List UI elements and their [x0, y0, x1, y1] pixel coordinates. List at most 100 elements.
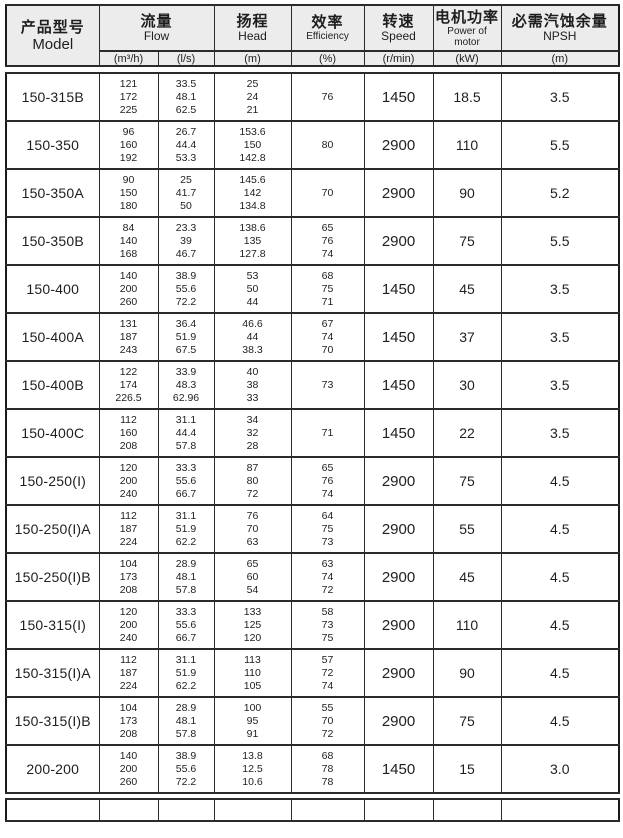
table-body: 150-315B 121 172 225 33.5 48.1 62.5 25 24 21 76 145… [5, 72, 620, 794]
model-cell: 150-250(I)A [5, 504, 100, 554]
speed-cell: 1450 [363, 360, 434, 410]
pump-spec-table-body: 150-315B 121 172 225 33.5 48.1 62.5 25 24 21 76 145… [5, 72, 620, 794]
table-row: 150-250(I)A 112 187 224 31.1 51.9 62.2 76 70 63 64… [5, 504, 620, 554]
head-cell: 76 70 63 [213, 504, 292, 554]
col-header-model-en: Model [32, 35, 74, 53]
power-cell: 22 [432, 408, 502, 458]
flow-m3h-cell: 120 200 240 [98, 600, 159, 650]
table-row: 150-400A 131 187 243 36.4 51.9 67.5 46.6 44 38.3 6… [5, 312, 620, 362]
power-cell: 30 [432, 360, 502, 410]
pump-spec-sheet: 产品型号 Model 流量 Flow 扬程 Head 效率 Efficiency… [0, 4, 623, 838]
efficiency-cell: 63 74 72 [290, 552, 365, 602]
efficiency-cell: 65 76 74 [290, 216, 365, 266]
efficiency-cell: 70 [290, 168, 365, 218]
col-header-npsh: 必需汽蚀余量 NPSH [500, 4, 620, 52]
efficiency-cell: 80 [290, 120, 365, 170]
power-cell: 37 [432, 312, 502, 362]
flow-ls-cell: 26.7 44.4 53.3 [157, 120, 215, 170]
col-header-power: 电机功率 Power of motor [432, 4, 502, 52]
col-header-flow: 流量 Flow [98, 4, 215, 52]
table-row: 150-350A 90 150 180 25 41.7 50 145.6 142 134.8 70 2… [5, 168, 620, 218]
npsh-cell: 3.5 [500, 360, 620, 410]
power-cell: 75 [432, 456, 502, 506]
efficiency-cell: 68 78 78 [290, 744, 365, 794]
speed-cell: 2900 [363, 120, 434, 170]
table-row-partial [5, 798, 620, 822]
efficiency-cell: 76 [290, 72, 365, 122]
head-cell: 145.6 142 134.8 [213, 168, 292, 218]
pump-spec-table-continuation [5, 798, 620, 822]
speed-cell: 1450 [363, 264, 434, 314]
head-cell: 13.8 12.5 10.6 [213, 744, 292, 794]
flow-m3h-cell: 84 140 168 [98, 216, 159, 266]
power-cell: 15 [432, 744, 502, 794]
flow-ls-cell: 28.9 48.1 57.8 [157, 696, 215, 746]
flow-ls-cell: 33.3 55.6 66.7 [157, 456, 215, 506]
model-cell: 150-350 [5, 120, 100, 170]
model-cell: 150-315(I)A [5, 648, 100, 698]
unit-efficiency: (%) [290, 50, 365, 67]
flow-ls-cell: 28.9 48.1 57.8 [157, 552, 215, 602]
flow-m3h-cell: 112 187 224 [98, 504, 159, 554]
head-cell: 87 80 72 [213, 456, 292, 506]
head-cell: 40 38 33 [213, 360, 292, 410]
unit-npsh: (m) [500, 50, 620, 67]
flow-m3h-cell: 120 200 240 [98, 456, 159, 506]
table-row: 150-250(I)B 104 173 208 28.9 48.1 57.8 65 60 54 63… [5, 552, 620, 602]
flow-m3h-cell: 131 187 243 [98, 312, 159, 362]
efficiency-cell: 71 [290, 408, 365, 458]
flow-ls-cell: 38.9 55.6 72.2 [157, 744, 215, 794]
model-cell: 200-200 [5, 744, 100, 794]
table-row: 150-400 140 200 260 38.9 55.6 72.2 53 50 44 68 75 71… [5, 264, 620, 314]
table-row: 150-315B 121 172 225 33.5 48.1 62.5 25 24 21 76 145… [5, 72, 620, 122]
speed-cell: 2900 [363, 456, 434, 506]
speed-cell: 1450 [363, 744, 434, 794]
speed-cell: 1450 [363, 72, 434, 122]
npsh-cell: 5.5 [500, 216, 620, 266]
flow-ls-cell: 33.5 48.1 62.5 [157, 72, 215, 122]
power-cell: 90 [432, 168, 502, 218]
flow-ls-cell: 38.9 55.6 72.2 [157, 264, 215, 314]
npsh-cell: 4.5 [500, 648, 620, 698]
head-cell: 138.6 135 127.8 [213, 216, 292, 266]
power-cell: 110 [432, 600, 502, 650]
efficiency-cell: 73 [290, 360, 365, 410]
head-cell: 133 125 120 [213, 600, 292, 650]
power-cell: 75 [432, 216, 502, 266]
power-cell: 90 [432, 648, 502, 698]
flow-m3h-cell: 122 174 226.5 [98, 360, 159, 410]
speed-cell: 2900 [363, 168, 434, 218]
table-row: 150-250(I) 120 200 240 33.3 55.6 66.7 87 80 72 65 7… [5, 456, 620, 506]
col-header-efficiency: 效率 Efficiency [290, 4, 365, 52]
unit-head: (m) [213, 50, 292, 67]
npsh-cell: 4.5 [500, 600, 620, 650]
flow-ls-cell: 33.9 48.3 62.96 [157, 360, 215, 410]
npsh-cell: 3.0 [500, 744, 620, 794]
head-cell: 25 24 21 [213, 72, 292, 122]
col-header-speed: 转速 Speed [363, 4, 434, 52]
head-cell: 34 32 28 [213, 408, 292, 458]
head-cell: 46.6 44 38.3 [213, 312, 292, 362]
power-cell: 45 [432, 552, 502, 602]
col-header-model: 产品型号 Model [5, 4, 100, 67]
npsh-cell: 3.5 [500, 408, 620, 458]
flow-ls-cell: 33.3 55.6 66.7 [157, 600, 215, 650]
flow-ls-cell: 31.1 51.9 62.2 [157, 504, 215, 554]
efficiency-cell: 64 75 73 [290, 504, 365, 554]
npsh-cell: 4.5 [500, 456, 620, 506]
npsh-cell: 4.5 [500, 504, 620, 554]
model-cell: 150-400 [5, 264, 100, 314]
table-row: 150-315(I)A 112 187 224 31.1 51.9 62.2 113 110 10… [5, 648, 620, 698]
efficiency-cell: 68 75 71 [290, 264, 365, 314]
table-row: 150-350B 84 140 168 23.3 39 46.7 138.6 135 127.8 6… [5, 216, 620, 266]
flow-m3h-cell: 104 173 208 [98, 696, 159, 746]
power-cell: 45 [432, 264, 502, 314]
npsh-cell: 5.5 [500, 120, 620, 170]
power-cell: 55 [432, 504, 502, 554]
flow-m3h-cell: 140 200 260 [98, 264, 159, 314]
head-cell: 100 95 91 [213, 696, 292, 746]
speed-cell: 2900 [363, 504, 434, 554]
speed-cell: 1450 [363, 312, 434, 362]
model-cell: 150-350B [5, 216, 100, 266]
model-cell: 150-350A [5, 168, 100, 218]
